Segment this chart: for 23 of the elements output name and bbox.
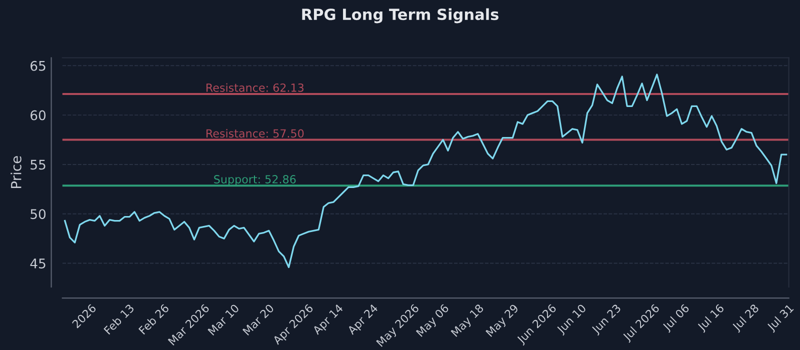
x-tick-label: Apr 14 (312, 304, 345, 337)
x-tick-label: Feb 26 (138, 303, 170, 335)
x-tick-label: Mar 20 (242, 304, 274, 336)
x-tick-label: Feb 13 (103, 304, 134, 335)
ref-line-label: Resistance: 62.13 (206, 83, 304, 92)
x-tick-label: Jun 23 (590, 304, 623, 336)
x-tick-label: Mar 10 (208, 304, 240, 336)
x-tick-label: Jun 10 (556, 304, 588, 336)
x-tick-label: Jul 16 (696, 303, 726, 333)
chart-title: RPG Long Term Signals (302, 8, 498, 24)
line-series (64, 74, 788, 268)
y-tick-label: 45 (30, 258, 46, 268)
x-tick-label: Jul 06 (662, 303, 692, 333)
y-axis-title: Price (10, 156, 22, 188)
y-tick-label: 60 (30, 110, 46, 120)
ref-line-label: Support: 52.86 (214, 175, 296, 186)
x-tick-label: Jul 31 (766, 304, 796, 333)
y-tick-label: 50 (30, 209, 46, 220)
x-tick-label: Apr 24 (346, 304, 380, 337)
y-tick-label: 65 (30, 60, 46, 71)
x-tick-label: Jul 28 (731, 304, 761, 333)
y-tick-label: 55 (30, 160, 46, 170)
ref-line-label: Resistance: 57.50 (206, 129, 304, 138)
